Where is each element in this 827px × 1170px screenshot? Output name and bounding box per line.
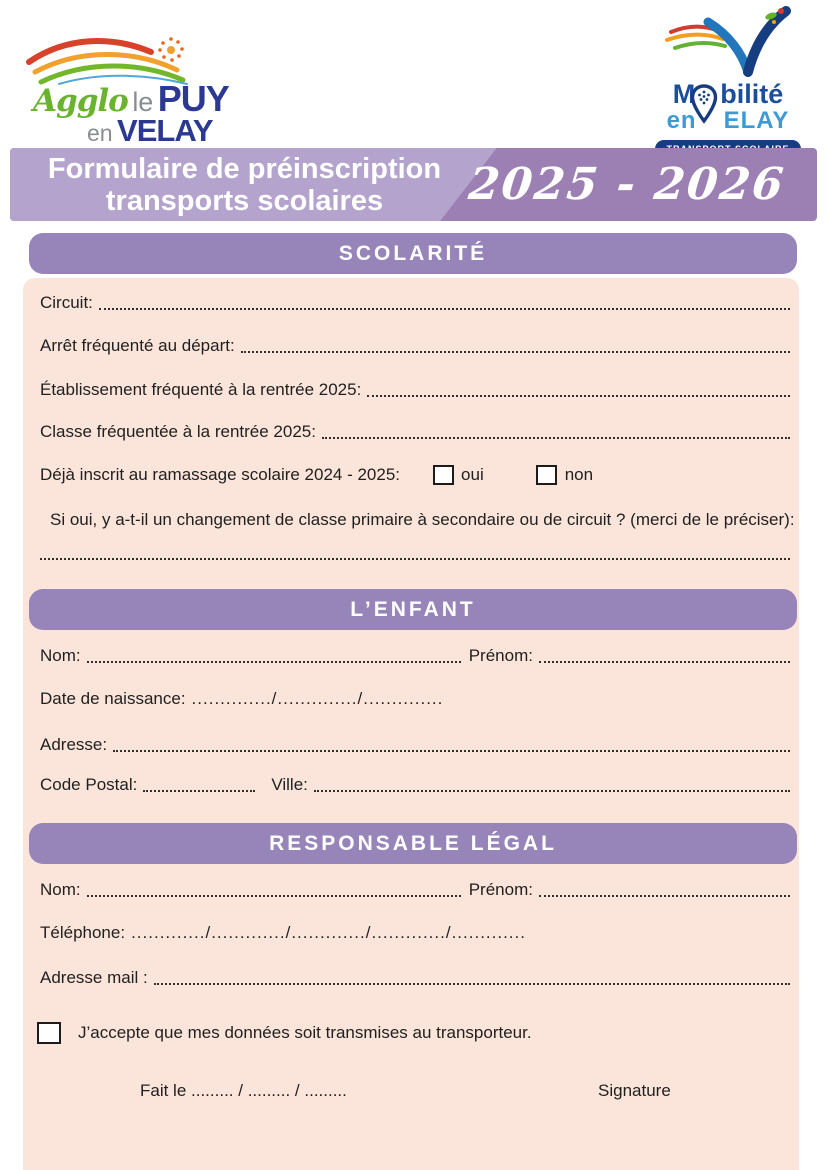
leaf-icon bbox=[765, 12, 777, 20]
mobilite-logo-elay: ELAY bbox=[723, 107, 790, 134]
sun-icon bbox=[158, 37, 184, 62]
fait-le-field[interactable]: Fait le ......... / ......... / ........… bbox=[140, 1081, 347, 1100]
header-band-light-shape bbox=[10, 148, 497, 221]
form-title-line1: Formulaire de préinscription bbox=[47, 153, 442, 185]
circuit-label: Circuit: bbox=[40, 293, 93, 312]
header-band: Formulaire de préinscription transports … bbox=[10, 148, 817, 221]
enfant-adresse-row: Adresse: bbox=[40, 735, 790, 755]
naissance-row: Date de naissance: ............../......… bbox=[40, 689, 790, 709]
enfant-nom-field-line[interactable] bbox=[86, 647, 461, 663]
form-title-line2: transports scolaires bbox=[105, 185, 384, 217]
si-oui-field-line[interactable] bbox=[40, 544, 790, 560]
classe-label: Classe fréquentée à la rentrée 2025: bbox=[40, 422, 316, 441]
circuit-row: Circuit: bbox=[40, 293, 790, 313]
agglo-logo-script-text: Agglo bbox=[33, 83, 129, 119]
deja-inscrit-row: Déjà inscrit au ramassage scolaire 2024 … bbox=[40, 464, 790, 486]
ville-label: Ville: bbox=[271, 775, 308, 794]
arret-field-line[interactable] bbox=[240, 337, 790, 353]
form-body-panel bbox=[23, 278, 799, 1170]
section-header-enfant: L’ENFANT bbox=[29, 589, 797, 630]
si-oui-row: Si oui, y a-t-il un changement de classe… bbox=[50, 510, 795, 530]
bird-icon bbox=[665, 6, 791, 77]
signature-row: Fait le ......... / ......... / ........… bbox=[40, 1079, 790, 1101]
etablissement-label: Établissement fréquenté à la rentrée 202… bbox=[40, 380, 362, 399]
cp-ville-row: Code Postal: Ville: bbox=[40, 775, 790, 795]
code-postal-field-line[interactable] bbox=[143, 776, 256, 792]
ville-field-line[interactable] bbox=[313, 776, 790, 792]
resp-nom-field-line[interactable] bbox=[86, 881, 461, 897]
classe-field-line[interactable] bbox=[321, 423, 790, 439]
agglo-puy-en-velay-logo: Agglo le PUY en VELAY bbox=[25, 30, 230, 148]
enfant-nom-prenom-row: Nom: Prénom: bbox=[40, 646, 790, 666]
oui-checkbox[interactable] bbox=[433, 465, 455, 485]
signature-label: Signature bbox=[598, 1081, 671, 1100]
enfant-nom-label: Nom: bbox=[40, 646, 81, 665]
agglo-swoosh-icon bbox=[26, 37, 188, 85]
consent-checkbox[interactable] bbox=[37, 1022, 61, 1044]
section-header-responsable: RESPONSABLE LÉGAL bbox=[29, 823, 797, 864]
telephone-label: Téléphone: bbox=[40, 923, 126, 942]
agglo-logo-en: en bbox=[87, 120, 113, 146]
si-oui-answer-row bbox=[40, 544, 790, 563]
enfant-prenom-label: Prénom: bbox=[468, 646, 533, 665]
mail-row: Adresse mail : bbox=[40, 968, 790, 988]
agglo-logo-le: le bbox=[132, 87, 154, 117]
oui-label: oui bbox=[461, 465, 484, 484]
arret-label: Arrêt fréquenté au départ: bbox=[40, 336, 235, 355]
deja-inscrit-label: Déjà inscrit au ramassage scolaire 2024 … bbox=[40, 465, 401, 484]
section-header-scolarite: SCOLARITÉ bbox=[29, 233, 797, 274]
code-postal-label: Code Postal: bbox=[40, 775, 138, 794]
mobilite-logo-m: M bbox=[672, 79, 696, 109]
agglo-logo-puy: PUY bbox=[157, 78, 230, 119]
telephone-row: Téléphone: ............./............./.… bbox=[40, 923, 790, 943]
etablissement-row: Établissement fréquenté à la rentrée 202… bbox=[40, 380, 790, 400]
arret-row: Arrêt fréquenté au départ: bbox=[40, 336, 790, 356]
mail-label: Adresse mail : bbox=[40, 968, 148, 987]
mail-field-line[interactable] bbox=[153, 969, 790, 985]
circuit-field-line[interactable] bbox=[98, 294, 790, 310]
naissance-label: Date de naissance: bbox=[40, 689, 186, 708]
resp-nom-label: Nom: bbox=[40, 880, 81, 899]
classe-row: Classe fréquentée à la rentrée 2025: bbox=[40, 422, 790, 442]
mobilite-logo-en: en bbox=[666, 107, 697, 134]
mobilite-logo-bilite: bilité bbox=[720, 79, 784, 109]
resp-prenom-field-line[interactable] bbox=[538, 881, 790, 897]
school-year: 2025 - 2026 bbox=[466, 159, 788, 210]
consent-row: J’accepte que mes données soit transmise… bbox=[37, 1020, 787, 1046]
non-checkbox[interactable] bbox=[535, 465, 557, 485]
telephone-field-line[interactable]: ............./............./............… bbox=[131, 923, 526, 942]
form-title: Formulaire de préinscription transports … bbox=[32, 153, 457, 217]
consent-label: J’accepte que mes données soit transmise… bbox=[78, 1023, 532, 1042]
location-pin-icon bbox=[690, 84, 717, 124]
enfant-adresse-label: Adresse: bbox=[40, 735, 108, 754]
naissance-field-line[interactable]: ............../............../..........… bbox=[191, 689, 444, 708]
resp-nom-prenom-row: Nom: Prénom: bbox=[40, 880, 790, 900]
non-label: non bbox=[564, 465, 594, 484]
enfant-prenom-field-line[interactable] bbox=[538, 647, 790, 663]
etablissement-field-line[interactable] bbox=[367, 381, 790, 397]
si-oui-label: Si oui, y a-t-il un changement de classe… bbox=[50, 510, 795, 529]
agglo-logo-velay: VELAY bbox=[117, 113, 214, 148]
resp-prenom-label: Prénom: bbox=[468, 880, 533, 899]
enfant-adresse-field-line[interactable] bbox=[113, 736, 790, 752]
